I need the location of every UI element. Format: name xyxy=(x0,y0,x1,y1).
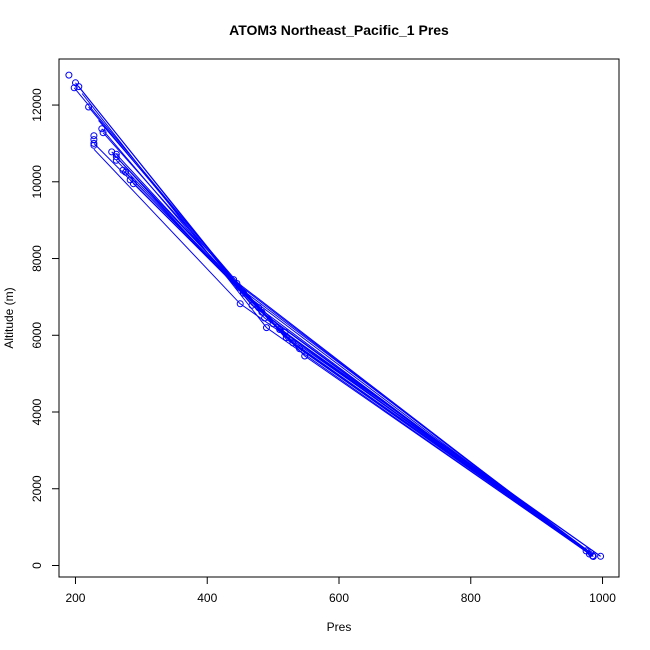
data-point-41 xyxy=(589,553,597,560)
data-point-34 xyxy=(296,345,303,353)
x-axis-label: Pres xyxy=(327,620,352,634)
data-point-26 xyxy=(258,308,266,316)
x-tick-label-600: 600 xyxy=(329,591,349,605)
data-point-33 xyxy=(289,339,297,347)
data-point-22 xyxy=(240,289,247,297)
data-point-13 xyxy=(112,153,120,161)
y-tick-label-4000: 4000 xyxy=(30,398,44,425)
y-tick-label-12000: 12000 xyxy=(30,88,44,122)
data-point-24 xyxy=(248,301,256,309)
data-point-5 xyxy=(98,125,106,133)
y-tick-label-2000: 2000 xyxy=(30,475,44,502)
data-point-25 xyxy=(255,304,263,312)
data-point-21 xyxy=(235,283,243,291)
series-line-16 xyxy=(81,93,590,555)
series-line-17 xyxy=(98,120,591,554)
data-point-0 xyxy=(65,71,73,79)
data-point-29 xyxy=(269,320,277,328)
x-tick-label-400: 400 xyxy=(197,591,217,605)
y-axis-label: Altitude (m) xyxy=(2,287,16,348)
y-tick-label-8000: 8000 xyxy=(30,245,44,272)
data-point-18 xyxy=(129,180,137,188)
data-point-40 xyxy=(597,552,605,560)
data-point-20 xyxy=(233,280,241,287)
data-point-35 xyxy=(301,352,309,360)
y-tick-label-0: 0 xyxy=(30,562,44,569)
data-point-32 xyxy=(282,334,290,342)
data-point-9 xyxy=(90,139,98,147)
series-lines xyxy=(73,82,601,557)
series-line-7 xyxy=(111,151,601,557)
data-point-2 xyxy=(70,84,78,92)
data-point-30 xyxy=(276,326,284,333)
x-tick-label-800: 800 xyxy=(461,591,481,605)
data-point-4 xyxy=(85,103,93,111)
data-point-14 xyxy=(112,156,120,164)
chart-title: ATOM3 Northeast_Pacific_1 Pres xyxy=(229,22,449,38)
data-point-6 xyxy=(99,129,107,137)
data-point-23 xyxy=(236,300,244,308)
y-axis: 0 2000 4000 6000 8000 10000 12000 xyxy=(30,88,60,569)
data-point-3 xyxy=(75,83,83,91)
series-line-15 xyxy=(93,148,601,557)
series-points xyxy=(65,71,605,560)
x-tick-label-1000: 1000 xyxy=(589,591,616,605)
data-point-28 xyxy=(263,324,270,332)
data-point-27 xyxy=(261,314,269,322)
data-point-7 xyxy=(90,132,98,140)
x-tick-label-200: 200 xyxy=(65,591,85,605)
data-point-16 xyxy=(122,168,129,176)
x-axis: 200 400 600 800 1000 xyxy=(65,576,616,605)
y-tick-label-10000: 10000 xyxy=(30,165,44,199)
data-point-10 xyxy=(90,141,98,149)
y-tick-label-6000: 6000 xyxy=(30,322,44,349)
